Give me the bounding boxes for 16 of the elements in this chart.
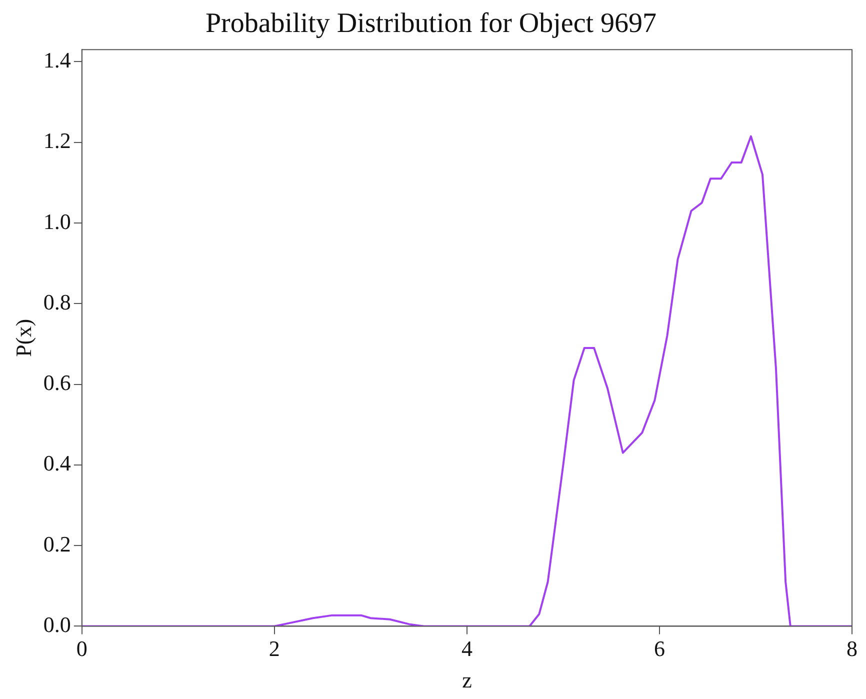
y-axis-title: P(x) bbox=[10, 318, 36, 357]
y-tick-label: 0.0 bbox=[43, 612, 71, 637]
y-tick-label: 0.8 bbox=[43, 289, 71, 314]
y-tick-label: 0.4 bbox=[43, 450, 71, 476]
y-tick-label: 1.2 bbox=[43, 128, 71, 154]
y-tick-label: 0.6 bbox=[43, 370, 71, 396]
y-tick-label: 0.2 bbox=[43, 531, 71, 556]
x-tick-label: 6 bbox=[654, 636, 665, 662]
y-tick-label: 1.4 bbox=[43, 47, 71, 72]
x-tick-label: 0 bbox=[76, 636, 88, 662]
x-tick-label: 2 bbox=[268, 636, 280, 662]
chart-title: Probability Distribution for Object 9697 bbox=[205, 8, 657, 40]
x-tick-label: 4 bbox=[461, 636, 472, 662]
y-tick-label: 1.0 bbox=[43, 208, 71, 234]
x-axis-title: z bbox=[462, 668, 472, 693]
x-tick-label: 8 bbox=[846, 636, 858, 662]
